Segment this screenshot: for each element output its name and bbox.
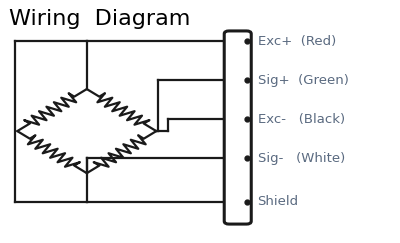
Text: Shield: Shield [258,195,299,208]
Text: Wiring  Diagram: Wiring Diagram [9,9,191,29]
Text: Sig+  (Green): Sig+ (Green) [258,74,348,87]
Text: Exc-   (Black): Exc- (Black) [258,113,345,126]
Text: Exc+  (Red): Exc+ (Red) [258,35,336,48]
FancyBboxPatch shape [224,31,251,224]
Text: Sig-   (White): Sig- (White) [258,152,345,165]
